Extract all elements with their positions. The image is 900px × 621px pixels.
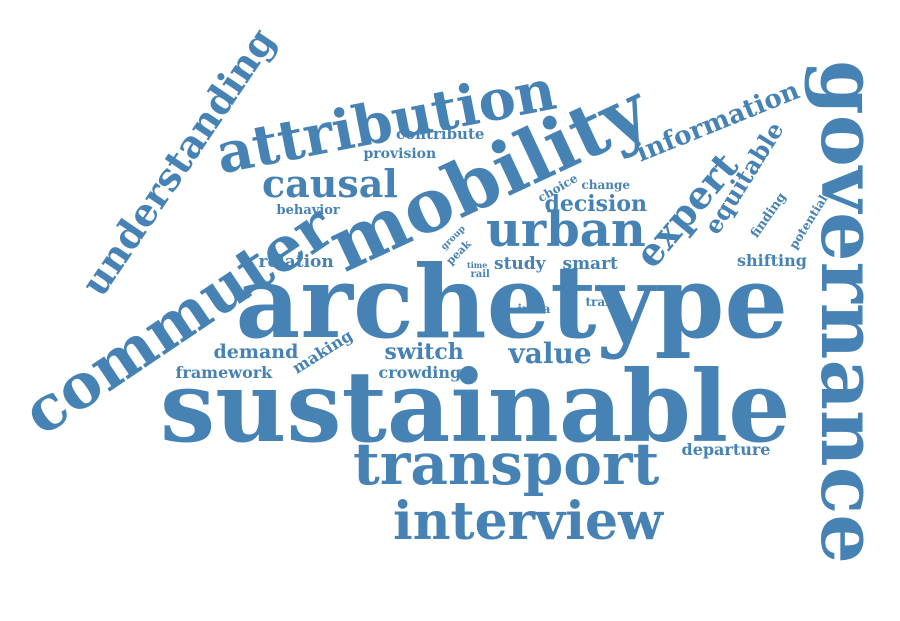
word-switch: switch — [384, 339, 464, 365]
word-decision: decision — [544, 191, 648, 217]
word-rail: rail — [470, 269, 490, 280]
word-governance: governance — [802, 60, 894, 564]
word-smart: smart — [562, 253, 618, 274]
word-value: value — [508, 337, 592, 370]
word-framework: framework — [175, 363, 273, 382]
word-finding: finding — [747, 189, 790, 241]
word-archetype: archetype — [235, 243, 789, 361]
word-study: study — [494, 253, 546, 274]
word-departure: departure — [681, 440, 771, 459]
word-demand: demand — [213, 340, 299, 363]
word-relation: relation — [258, 251, 334, 272]
word-intra: intra — [517, 302, 551, 316]
word-crowding: crowding — [378, 363, 462, 382]
word-time: time — [467, 260, 488, 270]
word-transport: transport — [353, 430, 660, 498]
word-urban: urban — [486, 202, 646, 258]
word-train: train — [585, 295, 619, 309]
word-interview: interview — [393, 491, 663, 552]
word-behavior: behavior — [276, 202, 340, 218]
word-contribute: contribute — [396, 124, 485, 143]
word-change: change — [581, 178, 631, 192]
word-provision: provision — [363, 146, 437, 162]
word-causal: causal — [262, 161, 398, 206]
word-sustainable: sustainable — [160, 350, 791, 465]
word-shifting: shifting — [737, 251, 807, 270]
